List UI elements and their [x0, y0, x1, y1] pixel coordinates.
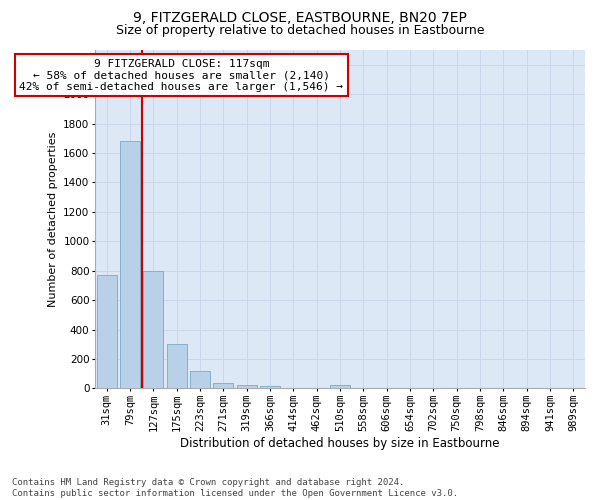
- Bar: [97, 275, 116, 388]
- X-axis label: Distribution of detached houses by size in Eastbourne: Distribution of detached houses by size …: [180, 437, 500, 450]
- Text: Size of property relative to detached houses in Eastbourne: Size of property relative to detached ho…: [116, 24, 484, 37]
- Bar: [330, 386, 350, 388]
- Bar: [260, 386, 280, 388]
- Bar: [143, 270, 163, 388]
- Text: 9, FITZGERALD CLOSE, EASTBOURNE, BN20 7EP: 9, FITZGERALD CLOSE, EASTBOURNE, BN20 7E…: [133, 11, 467, 25]
- Text: 9 FITZGERALD CLOSE: 117sqm
← 58% of detached houses are smaller (2,140)
42% of s: 9 FITZGERALD CLOSE: 117sqm ← 58% of deta…: [19, 59, 343, 92]
- Bar: [237, 384, 257, 388]
- Bar: [120, 141, 140, 388]
- Text: Contains HM Land Registry data © Crown copyright and database right 2024.
Contai: Contains HM Land Registry data © Crown c…: [12, 478, 458, 498]
- Bar: [190, 370, 210, 388]
- Y-axis label: Number of detached properties: Number of detached properties: [48, 132, 58, 307]
- Bar: [214, 383, 233, 388]
- Bar: [167, 344, 187, 389]
